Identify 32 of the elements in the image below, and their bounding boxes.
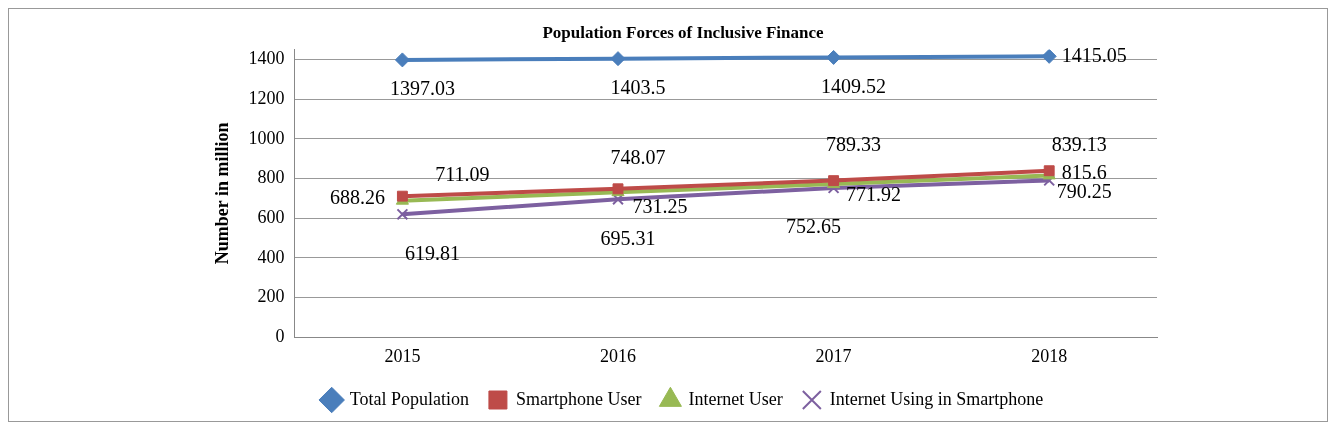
data-label: 1409.52 [821,74,887,97]
y-tick-label: 1400 [248,48,285,69]
legend-label: Smartphone User [515,388,642,409]
legend-label: Total Population [349,388,469,409]
chart-title: Population Forces of Inclusive Finance [542,22,825,42]
x-tick-label: 2018 [1031,345,1068,366]
x-tick-label: 2016 [600,345,636,366]
data-label: 619.81 [404,241,460,264]
legend-label: Internet Using in Smartphone [829,388,1044,409]
data-label: 1415.05 [1061,43,1127,66]
y-tick-label: 1200 [248,87,285,108]
y-tick-label: 800 [257,167,285,188]
data-label: 1403.5 [610,75,666,98]
data-label: 1397.03 [389,77,455,100]
data-label: 748.07 [610,146,666,169]
y-tick-label: 600 [257,206,285,227]
data-label: 695.31 [600,226,656,249]
data-label: 688.26 [329,185,385,208]
x-tick-label: 2015 [384,345,421,366]
data-label: 731.25 [632,195,688,218]
data-label: 789.33 [826,132,882,155]
legend-label: Internet User [688,388,783,409]
y-tick-label: 200 [257,286,285,307]
y-axis-title: Number in million [212,122,233,265]
y-tick-label: 0 [275,326,285,347]
data-label: 711.09 [435,163,490,186]
data-label: 752.65 [786,215,842,238]
x-tick-label: 2017 [815,345,852,366]
data-label: 771.92 [846,183,902,206]
data-label: 839.13 [1051,132,1107,155]
y-tick-label: 400 [257,246,285,267]
y-tick-label: 1000 [248,127,285,148]
